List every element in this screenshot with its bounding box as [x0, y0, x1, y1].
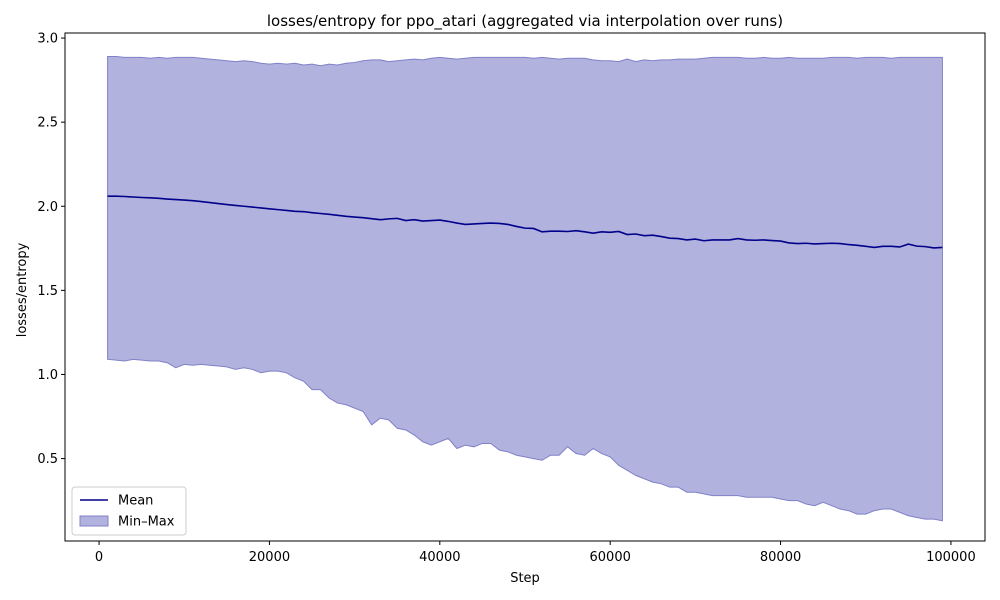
y-axis-label: losses/entropy [15, 242, 30, 337]
axes-frame [64, 32, 986, 542]
legend-minmax-swatch [79, 515, 109, 527]
x-tick-label: 0 [95, 550, 103, 565]
x-tick-label: 60000 [590, 550, 631, 565]
chart-title: losses/entropy for ppo_atari (aggregated… [267, 12, 783, 31]
legend: Mean Min–Max [71, 486, 187, 536]
plot-area [107, 56, 943, 522]
y-tick-label: 3.0 [37, 32, 58, 47]
legend-minmax-label: Min–Max [118, 515, 175, 530]
x-tick-label: 80000 [760, 550, 801, 565]
x-tick-label: 20000 [249, 550, 290, 565]
x-tick-label: 100000 [926, 550, 976, 565]
y-tick-label: 1.5 [37, 284, 58, 299]
legend-mean-label: Mean [118, 494, 153, 509]
y-tick-label: 2.0 [37, 200, 58, 215]
y-tick-label: 0.5 [37, 452, 58, 467]
x-axis-label: Step [510, 571, 540, 586]
y-axis-ticks: 0.5 1.0 1.5 2.0 2.5 3.0 [37, 32, 65, 467]
min-max-band [107, 56, 943, 522]
mean-line [107, 195, 943, 249]
y-tick-label: 1.0 [37, 368, 58, 383]
x-tick-label: 40000 [419, 550, 460, 565]
x-axis-ticks: 0 20000 40000 60000 80000 100000 [95, 541, 976, 565]
y-tick-label: 2.5 [37, 116, 58, 131]
